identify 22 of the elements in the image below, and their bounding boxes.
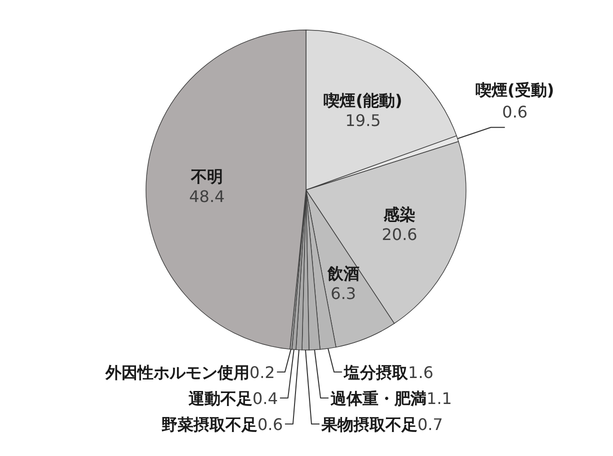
- data-label: 0.6: [502, 102, 528, 122]
- data-label: 0.7: [417, 415, 443, 434]
- slice-label: 喫煙(能動): [324, 90, 402, 110]
- slice-label: 不明: [190, 167, 223, 186]
- data-label: 1.6: [408, 363, 434, 382]
- slice-label: 塩分摂取: [343, 363, 410, 382]
- data-label: 0.4: [252, 389, 278, 408]
- data-label: 0.2: [249, 363, 275, 382]
- slice-label: 感染: [382, 205, 416, 224]
- data-label: 1.1: [426, 389, 452, 408]
- slice-label: 過体重・肥満: [330, 389, 427, 408]
- data-label: 0.6: [258, 415, 283, 434]
- data-label: 20.6: [382, 225, 418, 244]
- slice-label: 外因性ホルモン使用: [104, 363, 250, 382]
- data-label: 19.5: [345, 110, 381, 130]
- slice-label: 飲酒: [326, 264, 360, 283]
- slice-label: 喫煙(受動): [476, 80, 554, 100]
- slice-label: 果物摂取不足: [320, 415, 418, 434]
- data-label: 48.4: [189, 187, 225, 206]
- slice-label: 運動不足: [187, 389, 252, 408]
- data-label: 6.3: [330, 284, 356, 303]
- slice-label: 野菜摂取不足: [162, 415, 258, 434]
